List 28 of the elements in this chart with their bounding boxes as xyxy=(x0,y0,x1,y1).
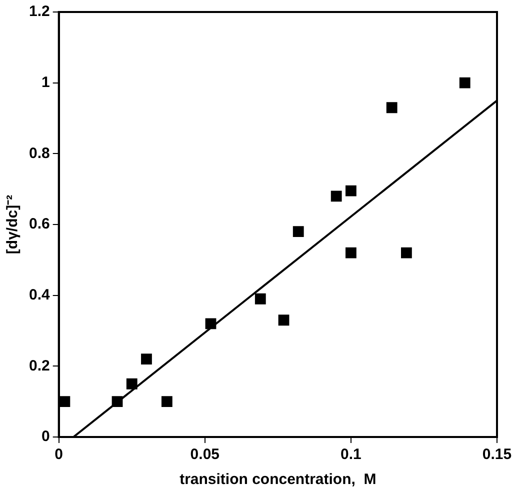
point xyxy=(126,378,138,390)
point xyxy=(386,102,398,114)
point xyxy=(205,318,216,330)
point xyxy=(292,226,304,238)
x-tick-label: 0.15 xyxy=(482,446,512,464)
point xyxy=(59,396,70,408)
y-tick-label: 0.4 xyxy=(28,286,50,304)
y-tick-label: 1 xyxy=(42,74,50,91)
x-tick-label: 0 xyxy=(54,446,64,464)
point xyxy=(161,396,172,408)
point xyxy=(254,293,266,304)
x-tick-label: 0.1 xyxy=(340,446,362,464)
y-tick-label: 0 xyxy=(42,428,50,446)
x-axis-title: transition concentration, M xyxy=(180,471,376,488)
point xyxy=(401,247,412,258)
point xyxy=(141,354,152,365)
x-tick-label: 0.05 xyxy=(190,446,220,464)
point xyxy=(346,185,356,196)
point xyxy=(459,77,470,88)
point xyxy=(346,247,356,258)
y-tick-label: 1.2 xyxy=(28,3,50,20)
point xyxy=(330,190,342,202)
y-axis-title: [dγ/dc]⁻² xyxy=(4,194,22,254)
point xyxy=(278,314,290,326)
y-tick-label: 0.6 xyxy=(28,216,50,233)
y-tick-label: 0.2 xyxy=(28,357,50,374)
y-tick-label: 0.8 xyxy=(28,144,50,162)
point xyxy=(112,396,123,408)
